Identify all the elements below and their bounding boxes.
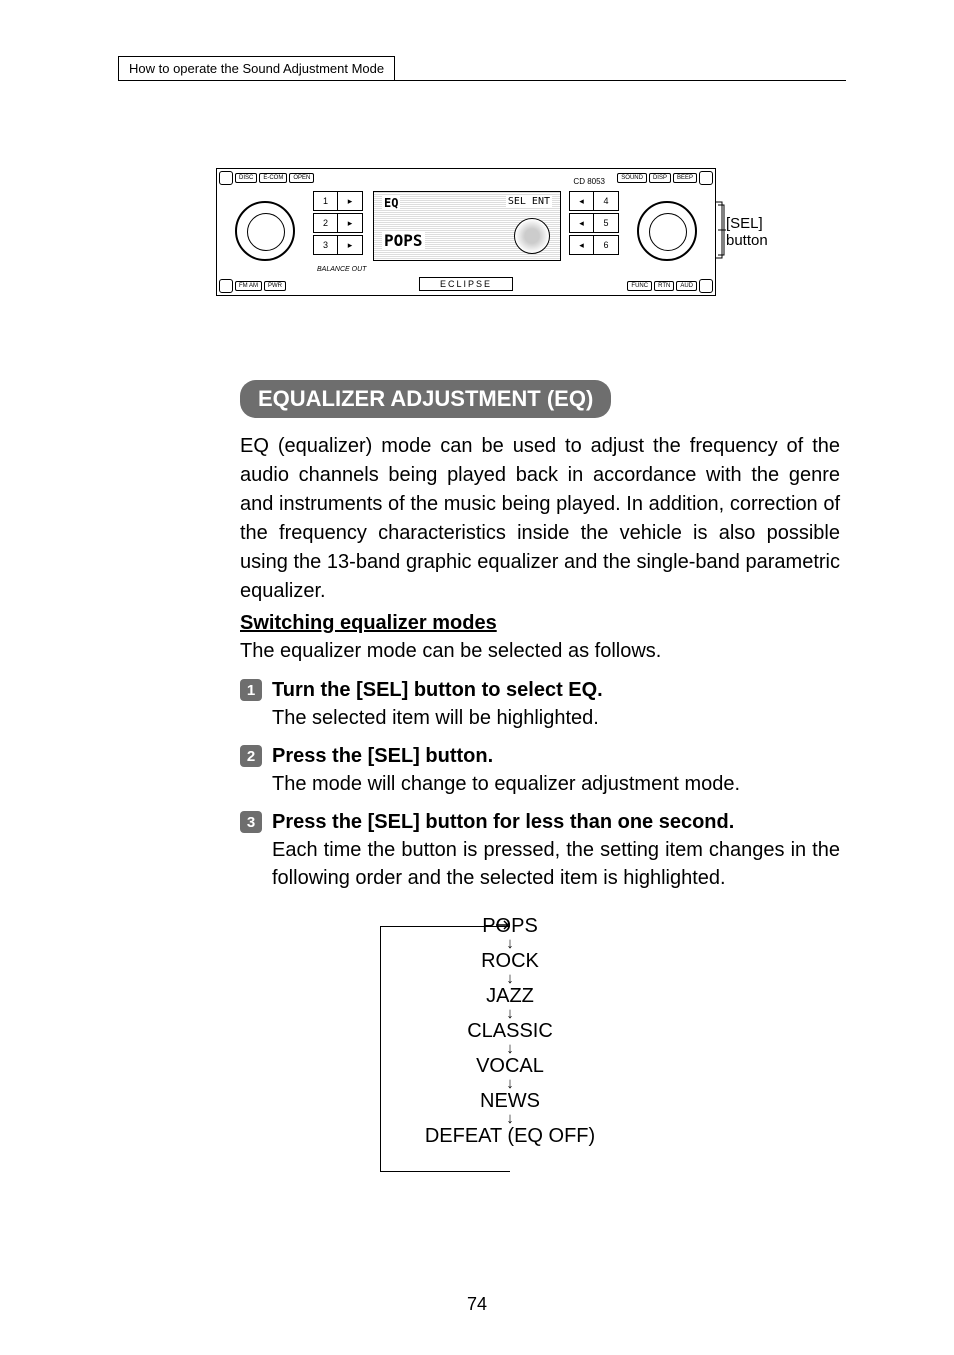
step-3: 3 Press the [SEL] button for less than o… bbox=[240, 808, 840, 892]
callout-line-icon bbox=[716, 198, 726, 262]
step-number-badge: 2 bbox=[240, 745, 262, 767]
flow-diagram: POPS ↓ ROCK ↓ JAZZ ↓ CLASSIC ↓ VOCAL ↓ N… bbox=[360, 916, 660, 1196]
down-arrow-icon: ↓ bbox=[360, 971, 660, 986]
flow-item: ROCK bbox=[360, 951, 660, 971]
flow-item: POPS bbox=[360, 916, 660, 936]
flow-item: VOCAL bbox=[360, 1056, 660, 1076]
flow-item: JAZZ bbox=[360, 986, 660, 1006]
step-title: Press the [SEL] button for less than one… bbox=[272, 808, 840, 836]
brand-label: ECLIPSE bbox=[419, 277, 513, 291]
display-selent-label: SEL ENT bbox=[506, 196, 552, 207]
step-desc: Each time the button is pressed, the set… bbox=[272, 836, 840, 892]
top-left-buttons: DISC E-COM OPEN bbox=[235, 173, 314, 183]
step-title: Press the [SEL] button. bbox=[272, 742, 840, 770]
flow-item: NEWS bbox=[360, 1091, 660, 1111]
left-knob bbox=[235, 201, 295, 261]
step-number-badge: 3 bbox=[240, 811, 262, 833]
flow-item: DEFEAT (EQ OFF) bbox=[360, 1126, 660, 1146]
header-rule bbox=[118, 80, 846, 81]
right-knob bbox=[637, 201, 697, 261]
stereo-diagram: DISC E-COM OPEN SOUND DISP BEEP FM AM PW… bbox=[216, 168, 716, 296]
down-arrow-icon: ↓ bbox=[360, 1076, 660, 1091]
down-arrow-icon: ↓ bbox=[360, 936, 660, 951]
preset-right: ◂4 ◂5 ◂6 bbox=[569, 191, 619, 257]
bottom-right-buttons: FUNC RTN AUD bbox=[627, 281, 697, 291]
display-eq-label: EQ bbox=[382, 196, 400, 210]
step-title: Turn the [SEL] button to select EQ. bbox=[272, 676, 840, 704]
main-content: EQUALIZER ADJUSTMENT (EQ) EQ (equalizer)… bbox=[240, 380, 840, 1196]
section-title: EQUALIZER ADJUSTMENT (EQ) bbox=[240, 380, 611, 418]
display-pops-label: POPS bbox=[382, 231, 425, 250]
step-2: 2 Press the [SEL] button. The mode will … bbox=[240, 742, 840, 798]
step-number-badge: 1 bbox=[240, 679, 262, 701]
display-screen: EQ SEL ENT POPS bbox=[373, 191, 561, 261]
preset-left: 1▸ 2▸ 3▸ bbox=[313, 191, 363, 257]
sel-button-callout: [SEL] button bbox=[726, 216, 768, 249]
step-desc: The selected item will be highlighted. bbox=[272, 704, 840, 732]
model-label: CD 8053 bbox=[573, 177, 605, 186]
display-knob-icon bbox=[514, 218, 550, 254]
subheading: Switching equalizer modes bbox=[240, 612, 840, 635]
intro-paragraph: EQ (equalizer) mode can be used to adjus… bbox=[240, 432, 840, 606]
breadcrumb: How to operate the Sound Adjustment Mode bbox=[118, 56, 395, 81]
subtext: The equalizer mode can be selected as fo… bbox=[240, 637, 840, 666]
page-number: 74 bbox=[0, 1294, 954, 1315]
step-1: 1 Turn the [SEL] button to select EQ. Th… bbox=[240, 676, 840, 732]
bottom-left-buttons: FM AM PWR bbox=[235, 281, 286, 291]
balance-label: BALANCE OUT bbox=[317, 266, 366, 273]
down-arrow-icon: ↓ bbox=[360, 1006, 660, 1021]
down-arrow-icon: ↓ bbox=[360, 1111, 660, 1126]
step-desc: The mode will change to equalizer adjust… bbox=[272, 770, 840, 798]
flow-item: CLASSIC bbox=[360, 1021, 660, 1041]
down-arrow-icon: ↓ bbox=[360, 1041, 660, 1056]
top-right-buttons: SOUND DISP BEEP bbox=[617, 173, 697, 183]
